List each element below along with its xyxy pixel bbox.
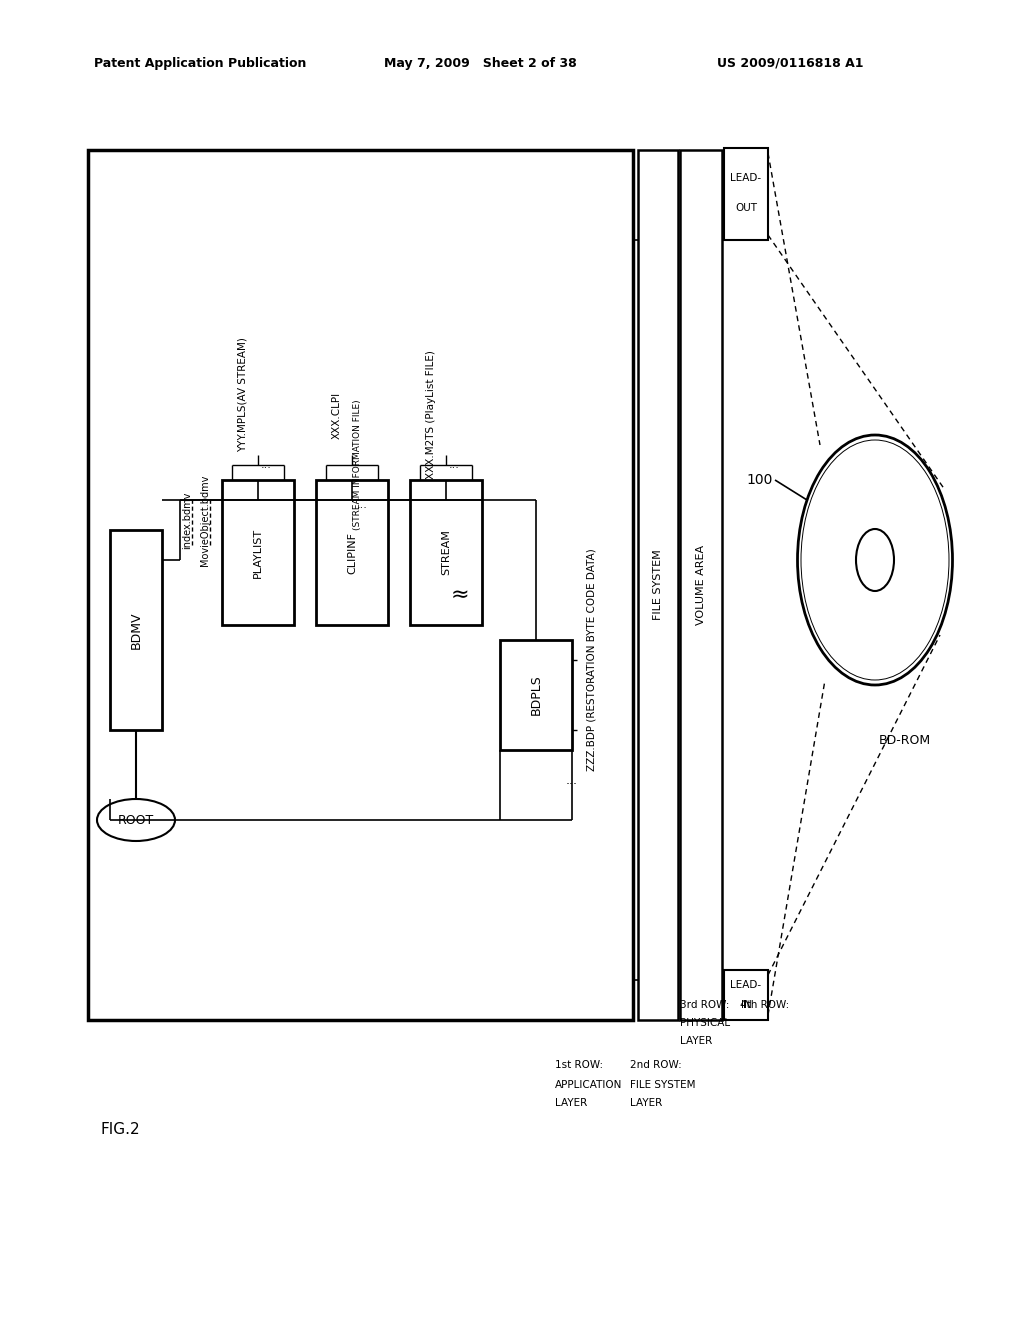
- Text: 100: 100: [746, 473, 773, 487]
- Text: 1st ROW:: 1st ROW:: [555, 1060, 603, 1071]
- Text: BDMV: BDMV: [129, 611, 142, 648]
- Text: ...: ...: [356, 500, 368, 510]
- Text: VOLUME AREA: VOLUME AREA: [696, 545, 706, 626]
- Text: LEAD-: LEAD-: [730, 979, 762, 990]
- Text: IN: IN: [740, 1001, 752, 1010]
- Ellipse shape: [97, 799, 175, 841]
- Bar: [500, 640, 572, 750]
- Bar: [316, 480, 388, 624]
- Text: 2nd ROW:: 2nd ROW:: [630, 1060, 682, 1071]
- Text: (STREAM INFORMATION FILE): (STREAM INFORMATION FILE): [353, 400, 362, 531]
- Text: LAYER: LAYER: [630, 1098, 663, 1107]
- Text: BD-ROM: BD-ROM: [879, 734, 931, 747]
- Text: APPLICATION: APPLICATION: [555, 1080, 623, 1090]
- Bar: [724, 148, 768, 240]
- Text: MovieObject.bdmv: MovieObject.bdmv: [200, 474, 210, 566]
- Text: ...: ...: [449, 459, 460, 470]
- Bar: [724, 970, 768, 1020]
- Text: PHYSICAL: PHYSICAL: [680, 1018, 730, 1028]
- Text: 3rd ROW:: 3rd ROW:: [680, 1001, 729, 1010]
- Text: index.bdmv: index.bdmv: [182, 491, 193, 549]
- Text: ZZZ.BDP (RESTORATION BYTE CODE DATA): ZZZ.BDP (RESTORATION BYTE CODE DATA): [587, 549, 597, 771]
- Text: LAYER: LAYER: [680, 1036, 713, 1045]
- Text: FILE SYSTEM: FILE SYSTEM: [653, 549, 663, 620]
- Text: ...: ...: [566, 774, 578, 787]
- Bar: [88, 150, 633, 1020]
- Ellipse shape: [856, 529, 894, 591]
- Bar: [222, 480, 294, 624]
- Text: STREAM: STREAM: [441, 529, 451, 576]
- Text: OUT: OUT: [735, 203, 757, 213]
- Text: ROOT: ROOT: [118, 813, 155, 826]
- Text: ≈: ≈: [451, 585, 469, 605]
- Text: LAYER: LAYER: [555, 1098, 587, 1107]
- Bar: [410, 480, 482, 624]
- Text: US 2009/0116818 A1: US 2009/0116818 A1: [717, 57, 863, 70]
- Text: XXX.CLPI: XXX.CLPI: [332, 392, 342, 438]
- Text: 4th ROW:: 4th ROW:: [740, 1001, 790, 1010]
- Text: FILE SYSTEM: FILE SYSTEM: [630, 1080, 695, 1090]
- Bar: [638, 150, 678, 1020]
- Text: BDPLS: BDPLS: [529, 675, 543, 715]
- Text: LEAD-: LEAD-: [730, 173, 762, 183]
- Text: XXX.M2TS (PlayList FILE): XXX.M2TS (PlayList FILE): [426, 351, 436, 479]
- Bar: [680, 150, 722, 1020]
- Text: ...: ...: [260, 459, 271, 470]
- Ellipse shape: [798, 436, 952, 685]
- Text: Patent Application Publication: Patent Application Publication: [94, 57, 306, 70]
- Text: CLIPINF: CLIPINF: [347, 532, 357, 573]
- Text: FIG.2: FIG.2: [100, 1122, 140, 1138]
- Text: YYY.MPLS(AV STREAM): YYY.MPLS(AV STREAM): [238, 338, 248, 453]
- Text: May 7, 2009   Sheet 2 of 38: May 7, 2009 Sheet 2 of 38: [384, 57, 577, 70]
- Text: PLAYLIST: PLAYLIST: [253, 528, 263, 578]
- Bar: [110, 531, 162, 730]
